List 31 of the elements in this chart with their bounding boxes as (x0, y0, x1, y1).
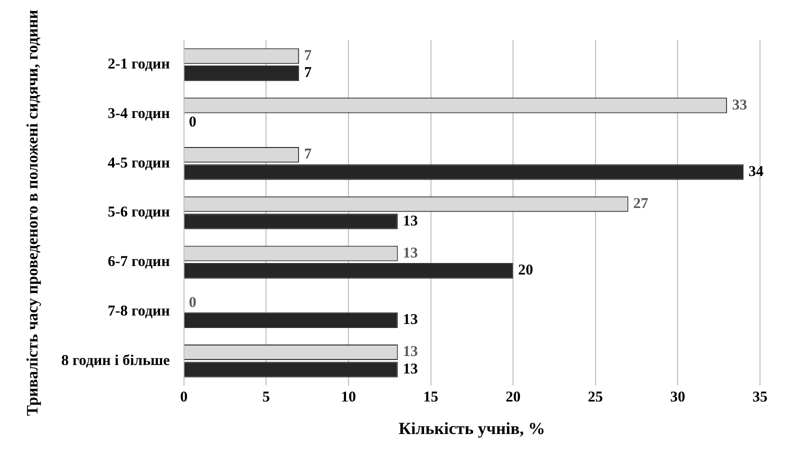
y-tick-label: 7-8 годин (108, 303, 170, 320)
y-tick-label: 5-6 годин (108, 204, 170, 221)
data-label: 7 (304, 146, 312, 163)
y-axis-title: Тривалість часу проведеного в положені сидячи, години (24, 10, 42, 416)
x-axis-title: Кількість учнів, % (398, 419, 546, 438)
y-tick-label: 3-4 годин (108, 106, 170, 122)
x-tick-label: 15 (423, 389, 438, 406)
data-label: 27 (633, 196, 649, 212)
data-label: 0 (188, 114, 196, 131)
data-label: 13 (402, 361, 418, 378)
x-tick-label: 5 (262, 389, 270, 406)
data-label: 7 (304, 48, 312, 64)
x-tick-label: 20 (506, 389, 521, 406)
x-tick-label: 30 (670, 389, 686, 406)
y-tick-label: 4-5 годин (108, 155, 170, 172)
x-tick-label: 25 (588, 389, 603, 406)
data-label: 33 (732, 97, 748, 114)
y-tick-label: 8 годин і більше (61, 352, 170, 369)
x-tick-label: 35 (752, 389, 768, 406)
x-tick-label: 0 (180, 389, 188, 406)
data-label: 34 (748, 164, 764, 180)
x-tick-label: 10 (340, 389, 356, 406)
data-label: 7 (304, 65, 312, 82)
data-label: 13 (402, 213, 418, 230)
data-label: 13 (402, 344, 418, 360)
data-label: 20 (518, 262, 534, 279)
y-tick-label: 6-7 годин (108, 254, 170, 270)
data-label: 13 (402, 312, 418, 328)
y-tick-label: 2-1 годин (108, 56, 170, 73)
data-label: 0 (188, 294, 196, 311)
data-label: 13 (402, 245, 418, 262)
